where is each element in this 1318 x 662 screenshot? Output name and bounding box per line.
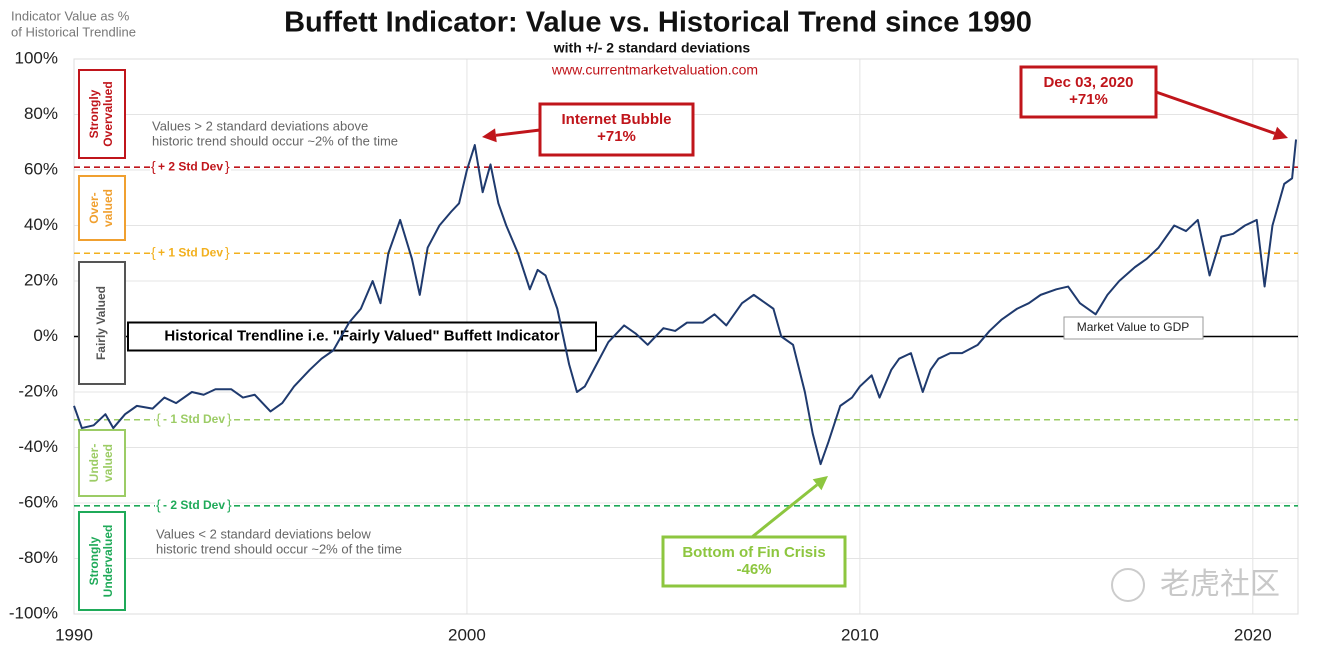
annotation-text: Dec 03, 2020	[1043, 74, 1133, 91]
y-axis-label: Indicator Value as %	[11, 8, 130, 23]
zone-label: Undervalued	[101, 525, 115, 598]
watermark: 老虎社区	[1160, 568, 1280, 601]
bracket: }	[227, 496, 232, 512]
annotation-text: +71%	[1069, 91, 1108, 108]
annotation-text: Bottom of Fin Crisis	[682, 544, 825, 561]
y-tick-label: -80%	[18, 548, 58, 567]
zone-label: Over-	[87, 192, 101, 223]
chart-title: Buffett Indicator: Value vs. Historical …	[284, 7, 1032, 39]
y-tick-label: -100%	[9, 603, 58, 622]
x-tick-label: 2000	[448, 625, 486, 644]
reference-label: - 1 Std Dev	[163, 412, 225, 426]
bracket: {	[151, 244, 156, 260]
zone-box	[78, 511, 126, 611]
reference-label: + 1 Std Dev	[158, 245, 223, 259]
zone-box	[78, 261, 126, 385]
bracket: }	[225, 244, 230, 260]
reference-label-bg	[150, 245, 232, 262]
annotation-arrow	[495, 128, 541, 137]
trendline-box	[127, 321, 597, 352]
zone-box	[78, 429, 126, 497]
zone-box	[78, 175, 126, 241]
annotation-arrow	[751, 483, 819, 539]
watermark-logo	[1111, 568, 1145, 602]
trendline-label: Historical Trendline i.e. "Fairly Valued…	[164, 327, 559, 344]
zone-label: Fairly Valued	[94, 286, 108, 360]
annotation-text: Internet Bubble	[561, 111, 671, 128]
reference-label-bg	[155, 411, 234, 428]
y-tick-label: 0%	[33, 326, 58, 345]
zone-label: valued	[101, 189, 115, 227]
annotation-text: -46%	[736, 561, 771, 578]
zone-label: Strongly	[87, 536, 101, 585]
x-tick-label: 2010	[841, 625, 879, 644]
reference-label: - 2 Std Dev	[163, 498, 225, 512]
y-tick-label: 80%	[24, 104, 58, 123]
chart-subtitle: with +/- 2 standard deviations	[553, 40, 751, 56]
reference-label-bg	[150, 159, 232, 176]
y-axis-label: of Historical Trendline	[11, 24, 136, 39]
reference-label-bg	[155, 497, 234, 514]
legend-box	[1063, 316, 1204, 340]
y-tick-label: -40%	[18, 437, 58, 456]
zone-label: Strongly	[87, 89, 101, 138]
y-tick-label: 20%	[24, 270, 58, 289]
annotation-box	[1019, 65, 1158, 119]
bracket: {	[151, 158, 156, 174]
zone-box	[78, 69, 126, 159]
bracket: {	[156, 410, 161, 426]
bracket: {	[156, 496, 161, 512]
legend-label: Market Value to GDP	[1077, 320, 1190, 334]
y-tick-label: -20%	[18, 381, 58, 400]
note: Values < 2 standard deviations below	[156, 526, 371, 541]
line-series	[73, 139, 1298, 466]
annotation-box	[661, 535, 847, 588]
zone-label: Under-	[87, 444, 101, 483]
annotation-arrowhead	[812, 476, 828, 491]
note: historic trend should occur ~2% of the t…	[156, 541, 402, 556]
x-tick-label: 2020	[1234, 625, 1272, 644]
y-tick-label: 100%	[15, 48, 58, 67]
zone-label: valued	[101, 444, 115, 482]
note: historic trend should occur ~2% of the t…	[152, 133, 398, 148]
annotation-arrowhead	[1272, 126, 1288, 141]
zone-label: Overvalued	[101, 81, 115, 146]
annotation-arrowhead	[482, 128, 497, 143]
x-tick-label: 1990	[55, 625, 93, 644]
annotation-arrow	[1155, 90, 1276, 135]
y-tick-label: -60%	[18, 492, 58, 511]
source: www.currentmarketvaluation.com	[551, 62, 758, 78]
reference-label: + 2 Std Dev	[158, 159, 223, 173]
annotation-box	[538, 102, 695, 157]
y-tick-label: 40%	[24, 215, 58, 234]
bracket: }	[227, 410, 232, 426]
annotation-text: +71%	[597, 128, 636, 145]
y-tick-label: 60%	[24, 159, 58, 178]
bracket: }	[225, 158, 230, 174]
note: Values > 2 standard deviations above	[152, 118, 368, 133]
